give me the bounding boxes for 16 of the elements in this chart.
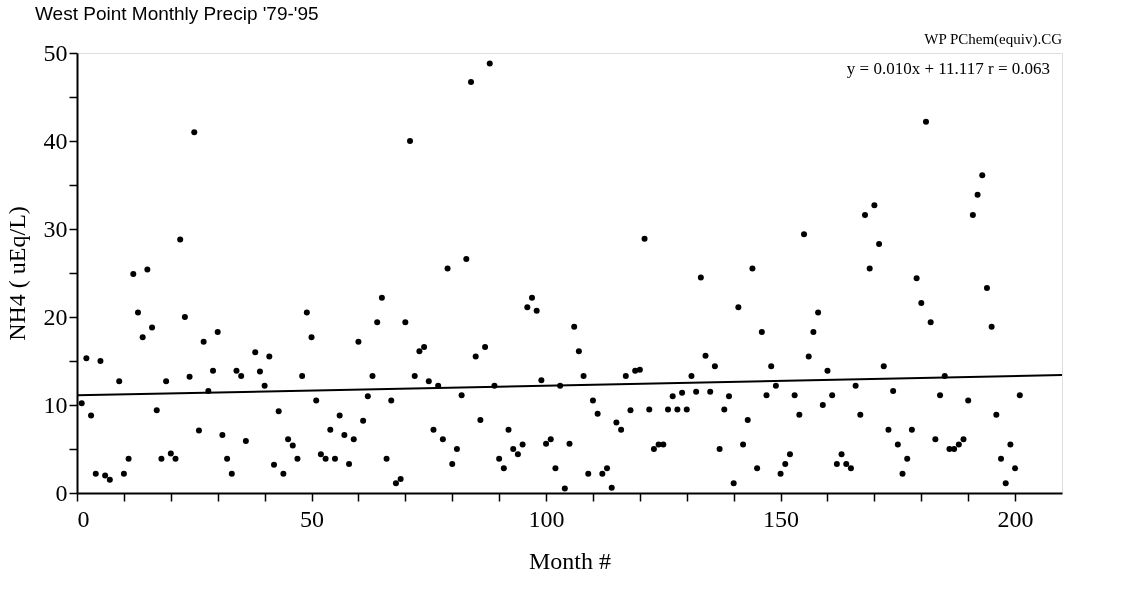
y-tick-label: 0 — [55, 479, 68, 506]
x-tick-label: 200 — [997, 505, 1034, 532]
text: WP PChem(equiv).CG — [924, 31, 1063, 48]
y-tick-label: 20 — [43, 303, 68, 330]
x-tick-label: 100 — [528, 505, 565, 532]
chart-title: West Point Monthly Precip '79-'95 — [35, 3, 319, 24]
x-tick-label: 0 — [77, 505, 90, 532]
annotation: y = 0.010x + 11.117 r = 0.063 — [846, 59, 1050, 78]
y-tick-label: 30 — [43, 215, 68, 242]
y-axis-title: NH4 ( uEq/L) — [3, 206, 30, 341]
y-tick-label: 10 — [43, 391, 68, 418]
x-tick-label: 50 — [300, 505, 325, 532]
y-tick-label: 50 — [43, 39, 68, 66]
x-tick-label: 150 — [763, 505, 800, 532]
y-tick-label: 40 — [43, 127, 68, 154]
x-axis-title: Month # — [528, 547, 612, 574]
